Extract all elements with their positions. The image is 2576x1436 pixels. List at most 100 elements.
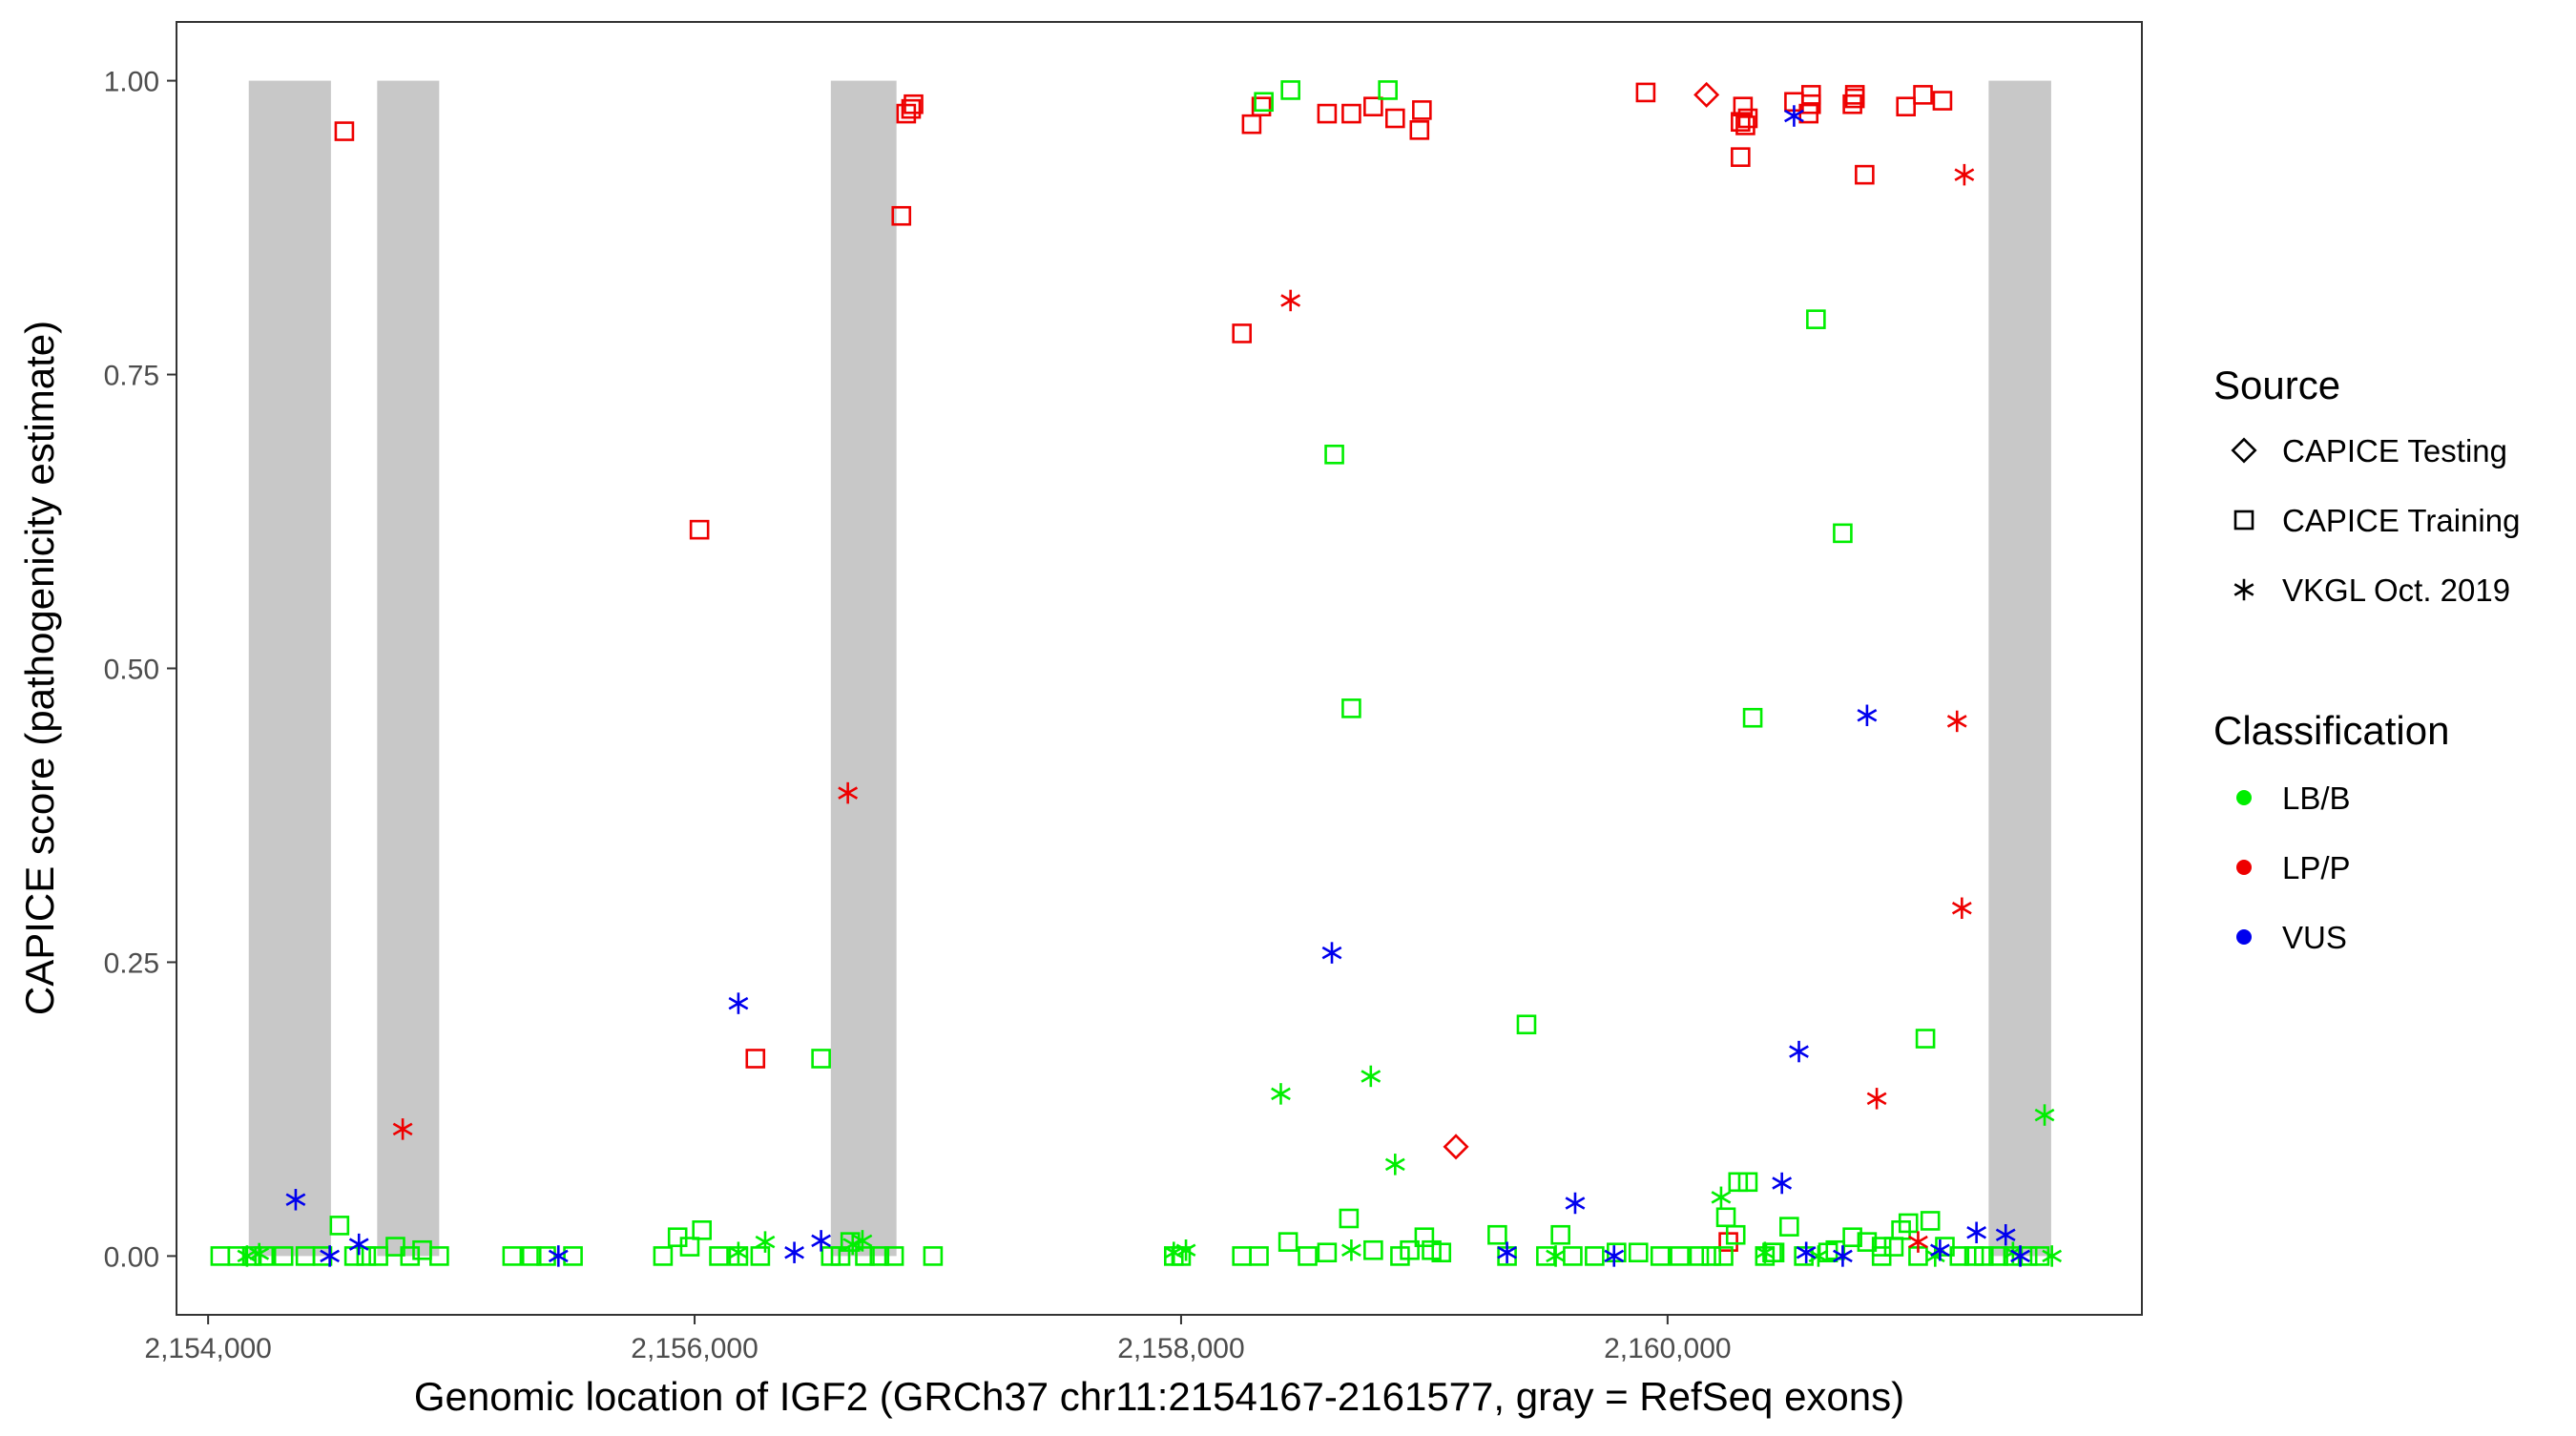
data-point-asterisk [320,1245,341,1267]
data-point-square [1400,1239,1420,1260]
data-point-square [750,1246,771,1266]
data-point-asterisk [1833,1245,1853,1267]
x-tick-label: 2,154,000 [144,1333,271,1364]
data-point-square [1585,1246,1605,1266]
exon-bands [248,80,2051,1257]
data-point-square [1317,103,1338,124]
data-point-asterisk [249,1242,270,1265]
data-point-asterisk [1966,1221,1987,1244]
y-tick-label: 1.00 [104,67,159,98]
data-point-square [1898,1213,1919,1234]
data-point-asterisk [348,1233,369,1256]
data-point-square [1714,1246,1734,1266]
data-point-square [1341,698,1361,718]
x-tick-label: 2,156,000 [631,1333,758,1364]
data-point-square [329,1216,350,1236]
data-point-square [904,94,924,114]
data-point-asterisk [1280,289,1301,312]
y-axis-title: CAPICE score (pathogenicity estimate) [17,321,62,1015]
data-point-square [1536,1246,1556,1266]
data-point-square [1689,1246,1710,1266]
data-point-square [1628,1242,1649,1263]
data-point-square [692,1220,712,1240]
data-point-square [1800,85,1821,105]
data-point-asterisk [1361,1065,1381,1088]
data-point-square [1779,1217,1799,1237]
data-point-square [1249,1246,1269,1266]
legend-classification-items: LB/B LP/P VUS [2236,780,2351,955]
legend-source-label: VKGL Oct. 2019 [2282,572,2510,608]
data-point-square [1650,1246,1671,1266]
data-point-square [1363,1239,1383,1260]
data-point-square [1737,108,1758,129]
data-point-asterisk [1789,1040,1809,1063]
data-point-asterisk [1796,1241,1817,1263]
data-point-square [1701,1246,1722,1266]
data-point-square [869,1246,890,1266]
data-point-asterisk [1808,1245,1829,1267]
data-point-asterisk [784,1241,804,1263]
legend-classification-label: LB/B [2282,780,2351,816]
data-points [210,80,2063,1267]
data-point-square [273,1246,294,1266]
data-point-asterisk [2042,1245,2063,1267]
data-point-square [1431,1242,1452,1263]
data-point-square [429,1246,449,1266]
data-point-square [1241,114,1262,135]
data-point-square [1844,85,1865,105]
data-point-square [1635,82,1656,103]
data-point-square [923,1246,944,1266]
data-point-square [1254,92,1274,113]
data-point-asterisk [1929,1239,1950,1261]
data-point-square [1324,445,1344,465]
data-point-asterisk [838,781,859,804]
data-point-square [1913,85,1933,105]
data-point-asterisk [1784,105,1804,127]
data-point-square [1339,1208,1360,1229]
data-point-square [1412,100,1432,120]
exon-band [248,80,331,1257]
data-point-square [1871,1237,1892,1257]
data-point-square [1715,1207,1736,1228]
data-point-asterisk [237,1245,258,1267]
data-point-diamond [1443,1134,1469,1160]
data-point-asterisk [2010,1245,2030,1267]
data-point-asterisk [285,1189,306,1211]
data-point-square [400,1246,421,1266]
data-point-square [1891,1220,1911,1240]
legend-classification-label: VUS [2282,920,2347,955]
data-point-square [1232,1246,1252,1266]
y-tick-label: 0.50 [104,655,159,686]
data-point-square [1516,1014,1537,1035]
data-point-asterisk [1924,1245,1945,1267]
y-axis: 0.00 0.25 0.50 0.75 1.00 [104,67,177,1273]
y-tick-label: 0.25 [104,947,159,979]
data-point-square [502,1246,523,1266]
data-point-diamond [1693,81,1720,108]
data-point-square [210,1246,231,1266]
data-point-square [1731,112,1751,133]
data-point-asterisk [1908,1231,1928,1253]
data-point-asterisk [728,992,749,1014]
data-point-asterisk [1954,163,1975,186]
data-point-square [1857,1232,1878,1252]
data-point-square [1718,1232,1738,1252]
legend-source-items: CAPICE Testing CAPICE Training VKGL Oct. 2… [2231,433,2520,608]
data-point-square [334,121,355,141]
data-point-asterisk [1546,1245,1566,1267]
data-point-square [1915,1029,1936,1049]
data-point-asterisk [1163,1241,1184,1263]
data-point-square [356,1246,377,1266]
data-point-asterisk [2233,578,2254,601]
data-point-square [1278,1232,1298,1252]
data-point-square [1731,147,1751,167]
y-tick-label: 0.75 [104,361,159,392]
data-point-asterisk [1995,1223,2016,1246]
data-point-square [1742,707,1763,728]
data-point-square [241,1246,262,1266]
data-point-square [1385,108,1405,129]
data-point-square [2233,510,2254,531]
data-point-square [1341,103,1361,124]
